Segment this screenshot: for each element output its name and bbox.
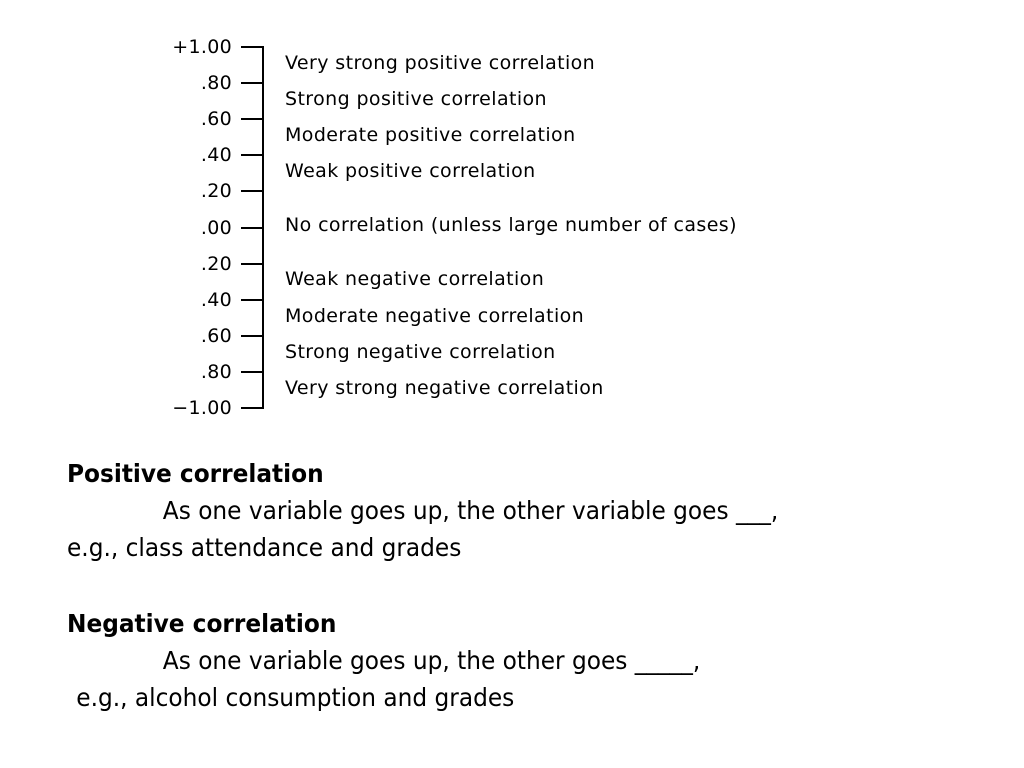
scale-tick xyxy=(241,82,263,84)
tick-label: .40 xyxy=(200,289,232,311)
tick-label: +1.00 xyxy=(172,36,232,58)
positive-correlation-section: Positive correlation As one variable goe… xyxy=(67,455,778,566)
tick-label: −1.00 xyxy=(172,397,232,419)
positive-correlation-example: e.g., class attendance and grades xyxy=(67,533,462,562)
scale-tick xyxy=(241,190,263,192)
scale-description: No correlation (unless large number of c… xyxy=(285,214,737,236)
scale-description: Very strong negative correlation xyxy=(285,377,604,399)
scale-description: Very strong positive correlation xyxy=(285,52,596,74)
scale-description: Weak negative correlation xyxy=(285,268,545,290)
tick-label: .20 xyxy=(200,180,232,202)
scale-axis-line xyxy=(262,46,264,409)
scale-tick xyxy=(241,299,263,301)
negative-correlation-definition: As one variable goes up, the other goes … xyxy=(162,646,701,675)
scale-tick xyxy=(241,227,263,229)
scale-tick xyxy=(241,46,263,48)
scale-tick xyxy=(241,335,263,337)
negative-correlation-example: e.g., alcohol consumption and grades xyxy=(76,683,515,712)
correlation-scale-diagram: +1.00 .80 .60 .40 .20 .00 .20 .40 .60 .8… xyxy=(172,36,737,419)
tick-label: .60 xyxy=(200,325,232,347)
tick-label: .40 xyxy=(200,144,232,166)
scale-tick xyxy=(241,118,263,120)
tick-label: .80 xyxy=(200,72,232,94)
scale-tick xyxy=(241,371,263,373)
tick-label: .80 xyxy=(200,361,232,383)
scale-description: Weak positive correlation xyxy=(285,160,536,182)
negative-correlation-heading: Negative correlation xyxy=(67,609,337,638)
tick-label: .60 xyxy=(200,108,232,130)
positive-correlation-heading: Positive correlation xyxy=(67,459,324,488)
negative-correlation-section: Negative correlation As one variable goe… xyxy=(67,605,700,716)
scale-description: Strong positive correlation xyxy=(285,88,547,110)
scale-description: Strong negative correlation xyxy=(285,341,556,363)
scale-tick xyxy=(241,263,263,265)
scale-description: Moderate negative correlation xyxy=(285,305,585,327)
positive-correlation-definition: As one variable goes up, the other varia… xyxy=(162,496,779,525)
scale-description: Moderate positive correlation xyxy=(285,124,576,146)
tick-label: .20 xyxy=(200,253,232,275)
tick-label: .00 xyxy=(200,217,232,239)
scale-tick xyxy=(241,407,263,409)
scale-tick xyxy=(241,154,263,156)
